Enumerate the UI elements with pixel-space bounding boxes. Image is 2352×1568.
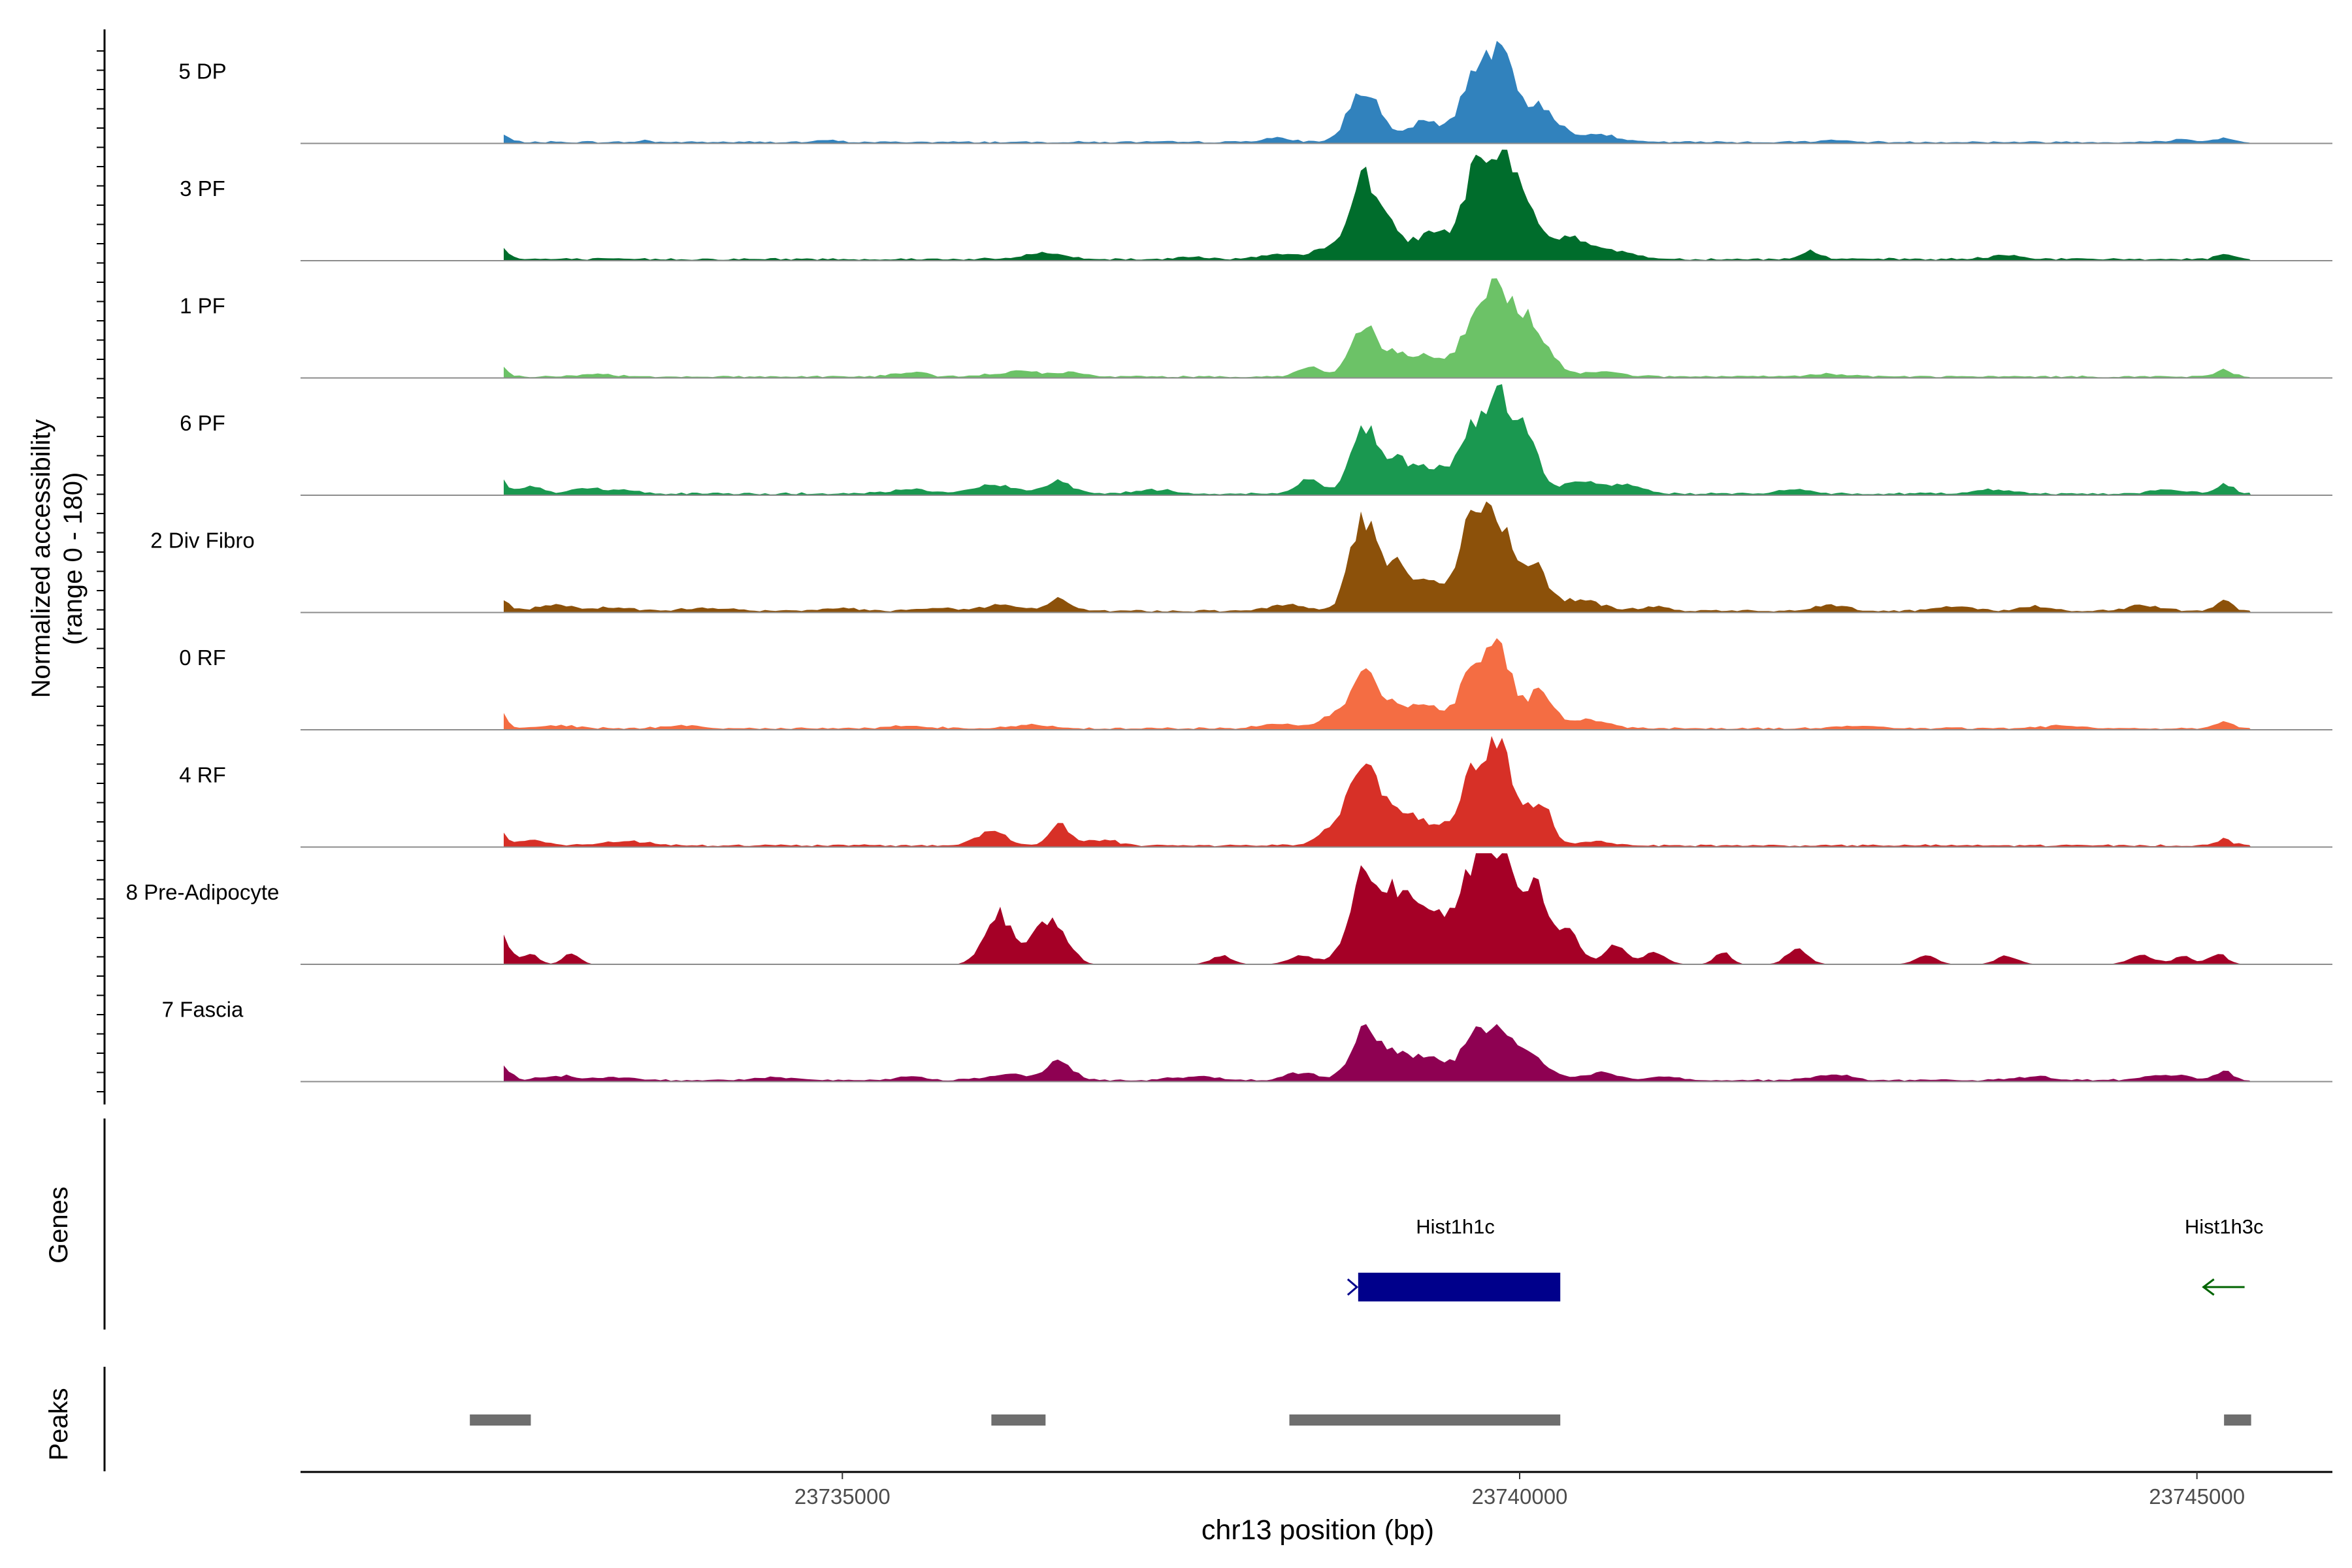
x-tick-label: 23735000 <box>794 1484 890 1509</box>
coverage-track <box>301 384 2332 496</box>
y-axis-label: Normalized accessibility <box>27 419 56 698</box>
coverage-area <box>504 736 2251 847</box>
x-tick-label: 23740000 <box>1472 1484 1568 1509</box>
coverage-area <box>504 501 2251 613</box>
peaks-track-label: Peaks <box>44 1388 73 1460</box>
track-label: 7 Fascia <box>162 998 244 1022</box>
coverage-area <box>504 1024 2251 1082</box>
coverage-track <box>301 41 2332 144</box>
genes-track-label: Genes <box>44 1186 73 1264</box>
coverage-area <box>504 150 2251 261</box>
coverage-area <box>504 853 2251 964</box>
coverage-track <box>301 150 2332 261</box>
peak-region <box>470 1414 531 1426</box>
strand-arrow <box>1347 1278 1359 1296</box>
x-axis: 23735000 23740000 23745000 <box>301 1471 2332 1509</box>
coverage-track <box>301 501 2332 613</box>
coverage-track <box>301 736 2332 848</box>
peak-region <box>2224 1414 2251 1426</box>
track-label: 5 DP <box>178 59 226 84</box>
strand-arrow <box>2202 1278 2215 1296</box>
track-label: 0 RF <box>179 645 226 670</box>
peak-region <box>1289 1414 1561 1426</box>
coverage-area <box>504 41 2251 144</box>
left-axes <box>97 29 106 1471</box>
peaks-track <box>470 1414 2251 1426</box>
gene: Hist1h1c <box>1347 1215 1561 1301</box>
x-axis-title: chr13 position (bp) <box>1201 1514 1434 1546</box>
track-label: 3 PF <box>180 176 225 201</box>
peak-region <box>991 1414 1046 1426</box>
track-label: 8 Pre-Adipocyte <box>126 880 280 904</box>
coverage-track <box>301 853 2332 965</box>
y-axis-label-range: (range 0 - 180) <box>59 472 88 645</box>
coverage-track <box>301 1024 2332 1083</box>
track-labels: 5 DP 3 PF 1 PF 6 PF 2 Div Fibro 0 RF 4 RF 8 Pre… <box>126 59 280 1022</box>
coverage-tracks <box>301 41 2332 1083</box>
gene-label: Hist1h1c <box>1416 1215 1495 1238</box>
coverage-area <box>504 638 2251 730</box>
track-label: 2 Div Fibro <box>150 529 255 553</box>
coverage-area <box>504 384 2251 495</box>
track-label: 6 PF <box>180 411 225 435</box>
gene-label: Hist1h3c <box>2185 1215 2264 1238</box>
coverage-track <box>301 638 2332 730</box>
genes-track: Hist1h1c Hist1h3c <box>1347 1215 2264 1301</box>
coverage-area <box>504 278 2251 378</box>
gene: Hist1h3c <box>2185 1215 2264 1296</box>
track-label: 4 RF <box>179 763 226 787</box>
coverage-track <box>301 278 2332 379</box>
x-tick-label: 23745000 <box>2149 1484 2245 1509</box>
gene-exon <box>1358 1273 1561 1301</box>
track-label: 1 PF <box>180 294 225 318</box>
